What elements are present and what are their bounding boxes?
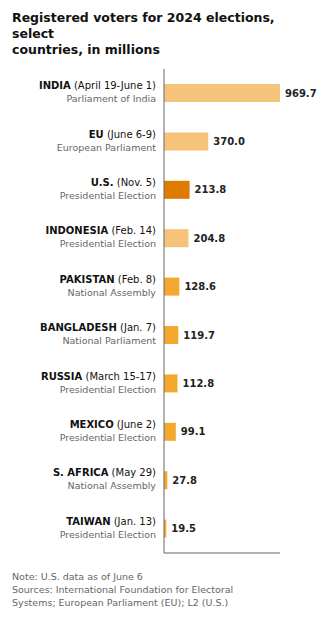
svg-text:MEXICO (June 2): MEXICO (June 2) — [70, 419, 156, 430]
html-text:Sources: International Foundat: Sources: International Foundation for El… — [12, 584, 234, 595]
svg-text:Presidential Election: Presidential Election — [60, 238, 156, 249]
svg-text:Presidential Election: Presidential Election — [60, 432, 156, 443]
svg-text:128.6: 128.6 — [184, 281, 216, 292]
svg-text:INDIA (April 19-June 1): INDIA (April 19-June 1) — [39, 80, 156, 91]
svg-text:National Assembly: National Assembly — [68, 287, 157, 298]
svg-text:213.8: 213.8 — [195, 184, 227, 195]
svg-text:Presidential Election: Presidential Election — [60, 190, 156, 201]
svg-text:European Parliament: European Parliament — [57, 142, 157, 153]
html-text:Registered voters for 2024 ele: Registered voters for 2024 elections, se… — [12, 10, 275, 41]
svg-text:PAKISTAN (Feb. 8): PAKISTAN (Feb. 8) — [60, 274, 156, 285]
svg-text:S. AFRICA (May 29): S. AFRICA (May 29) — [53, 467, 156, 478]
html-text:Systems; European Parliament (: Systems; European Parliament (EU); L2 (U… — [12, 597, 229, 608]
svg-text:RUSSIA (March 15-17): RUSSIA (March 15-17) — [41, 371, 156, 382]
svg-text:BANGLADESH (Jan. 7): BANGLADESH (Jan. 7) — [40, 322, 156, 333]
svg-text:Presidential Election: Presidential Election — [60, 384, 156, 395]
svg-text:Parliament of India: Parliament of India — [67, 93, 157, 104]
svg-text:969.7: 969.7 — [285, 88, 317, 99]
svg-text:INDONESIA (Feb. 14): INDONESIA (Feb. 14) — [45, 225, 156, 236]
svg-text:EU (June 6-9): EU (June 6-9) — [89, 129, 156, 140]
svg-text:U.S. (Nov. 5): U.S. (Nov. 5) — [91, 177, 156, 188]
svg-text:119.7: 119.7 — [183, 330, 215, 341]
svg-text:112.8: 112.8 — [182, 378, 214, 389]
svg-text:27.8: 27.8 — [172, 475, 197, 486]
svg-text:National Assembly: National Assembly — [68, 480, 157, 491]
svg-text:99.1: 99.1 — [181, 426, 206, 437]
svg-text:204.8: 204.8 — [193, 233, 225, 244]
svg-text:TAIWAN (Jan. 13): TAIWAN (Jan. 13) — [66, 516, 156, 527]
svg-text:Presidential Election: Presidential Election — [60, 529, 156, 540]
html-text:countries, in millions: countries, in millions — [12, 42, 160, 57]
html-text:Note: U.S. data as of June 6: Note: U.S. data as of June 6 — [12, 571, 143, 582]
svg-text:National Parliament: National Parliament — [62, 335, 156, 346]
svg-text:370.0: 370.0 — [213, 136, 245, 147]
svg-text:19.5: 19.5 — [171, 523, 196, 534]
